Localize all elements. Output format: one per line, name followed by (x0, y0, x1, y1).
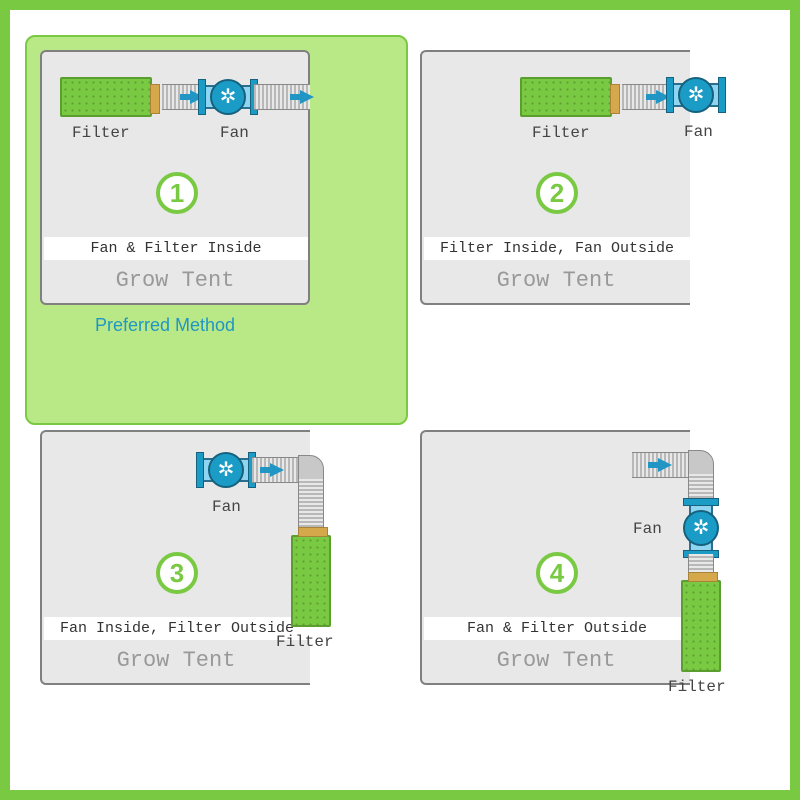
panel-number: 1 (170, 178, 184, 209)
panel-number-badge: 2 (536, 172, 578, 214)
panel-1: ✲ Filter Fan 1 Fan & Filter Inside Grow … (40, 50, 380, 370)
filter-label: Filter (276, 633, 334, 651)
tent-label: Grow Tent (422, 648, 690, 673)
panel-description: Fan Inside, Filter Outside (44, 617, 310, 640)
panel-number: 2 (550, 178, 564, 209)
tent-label: Grow Tent (42, 268, 308, 293)
panel-description: Filter Inside, Fan Outside (424, 237, 690, 260)
fan-label: Fan (633, 520, 662, 538)
panel-3: ✲ Fan 3 Fan Inside, Filter Outside Grow … (40, 430, 380, 750)
fan-label: Fan (220, 124, 249, 142)
fan-icon: ✲ (675, 502, 727, 554)
duct-icon (688, 554, 714, 574)
panel-description: Fan & Filter Outside (424, 617, 690, 640)
panel-number: 3 (170, 558, 184, 589)
duct-elbow-icon (298, 455, 324, 481)
fan-icon: ✲ (202, 71, 254, 123)
panel-number-badge: 4 (536, 552, 578, 594)
tent-box-3: ✲ Fan 3 Fan Inside, Filter Outside Grow … (40, 430, 310, 685)
panel-number: 4 (550, 558, 564, 589)
duct-icon (298, 479, 324, 527)
diagram-grid: ✲ Filter Fan 1 Fan & Filter Inside Grow … (10, 10, 790, 790)
fan-icon: ✲ (200, 444, 252, 496)
filter-label: Filter (668, 678, 726, 696)
filter-label: Filter (532, 124, 590, 142)
panel-4: 4 Fan & Filter Outside Grow Tent ✲ Fan F… (420, 430, 760, 750)
panel-description: Fan & Filter Inside (44, 237, 308, 260)
fan-label: Fan (212, 498, 241, 516)
fan-icon: ✲ (670, 69, 722, 121)
duct-elbow-icon (688, 450, 714, 476)
fan-label: Fan (684, 123, 713, 141)
arrow-icon (270, 463, 284, 477)
tent-box-1: ✲ Filter Fan 1 Fan & Filter Inside Grow … (40, 50, 310, 305)
tent-label: Grow Tent (42, 648, 310, 673)
filter-icon (681, 580, 721, 672)
panel-number-badge: 3 (156, 552, 198, 594)
tent-label: Grow Tent (422, 268, 690, 293)
arrow-icon (300, 90, 314, 104)
filter-icon (520, 77, 612, 117)
preferred-label: Preferred Method (95, 315, 235, 336)
panel-number-badge: 1 (156, 172, 198, 214)
panel-2: Filter 2 Filter Inside, Fan Outside Grow… (420, 50, 760, 370)
filter-icon (291, 535, 331, 627)
tent-box-4: 4 Fan & Filter Outside Grow Tent (420, 430, 690, 685)
filter-label: Filter (72, 124, 130, 142)
arrow-icon (658, 458, 672, 472)
tent-box-2: Filter 2 Filter Inside, Fan Outside Grow… (420, 50, 690, 305)
filter-icon (60, 77, 152, 117)
